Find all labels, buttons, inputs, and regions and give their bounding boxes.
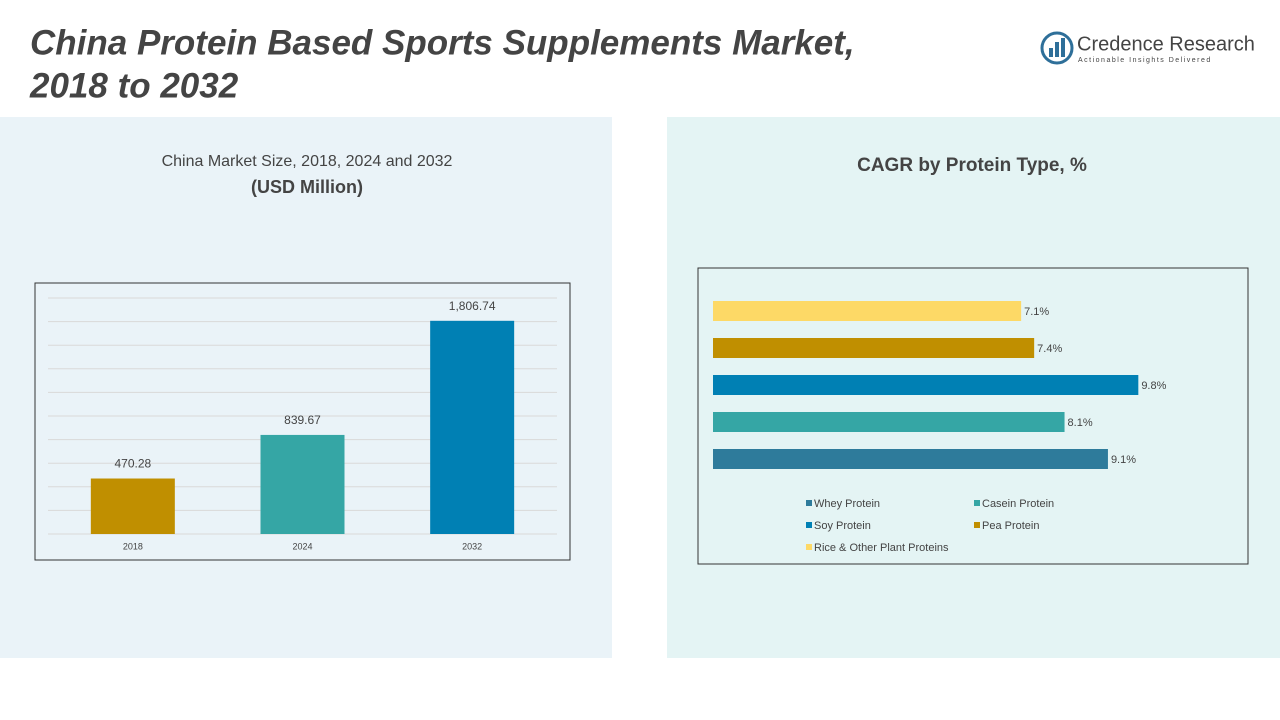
bar — [430, 320, 515, 534]
value-label: 9.8% — [1141, 380, 1166, 392]
brand-name: Credence Research — [1077, 33, 1255, 55]
legend-swatch — [974, 500, 980, 506]
bar — [713, 412, 1065, 432]
x-tick-label: 2024 — [292, 541, 312, 551]
brand-logo — [1040, 31, 1074, 65]
chart-unit: (USD Million) — [251, 177, 363, 197]
bar — [260, 434, 345, 534]
legend-swatch — [974, 522, 980, 528]
legend-swatch — [806, 522, 812, 528]
legend-label: Pea Protein — [982, 520, 1039, 532]
value-label: 8.1% — [1068, 417, 1093, 429]
chart-frame — [697, 267, 1249, 565]
chart-title: CAGR by Protein Type, % — [857, 155, 1087, 176]
legend-swatch — [806, 500, 812, 506]
value-label: 7.1% — [1024, 306, 1049, 318]
value-label: 7.4% — [1037, 343, 1062, 355]
value-label: 470.28 — [114, 457, 151, 471]
chart-subtitle: China Market Size, 2018, 2024 and 2032 — [162, 153, 453, 170]
value-label: 1,806.74 — [449, 299, 496, 313]
bar — [713, 338, 1035, 358]
legend-label: Rice & Other Plant Proteins — [814, 542, 949, 554]
bar — [713, 375, 1139, 395]
legend-label: Whey Protein — [814, 498, 880, 510]
chart-frame — [34, 282, 571, 561]
bar — [713, 449, 1108, 469]
legend-label: Soy Protein — [814, 520, 871, 532]
x-tick-label: 2032 — [462, 541, 482, 551]
bar — [90, 478, 175, 534]
value-label: 9.1% — [1111, 454, 1136, 466]
page-title: China Protein Based Sports Supplements M… — [30, 23, 855, 62]
value-label: 839.67 — [284, 413, 321, 427]
legend-label: Casein Protein — [982, 498, 1054, 510]
legend-swatch — [806, 544, 812, 550]
left-panel — [0, 117, 612, 658]
x-tick-label: 2018 — [123, 541, 143, 551]
bar — [713, 301, 1022, 321]
brand-tagline: Actionable Insights Delivered — [1078, 57, 1212, 64]
page-title: 2018 to 2032 — [29, 66, 239, 105]
